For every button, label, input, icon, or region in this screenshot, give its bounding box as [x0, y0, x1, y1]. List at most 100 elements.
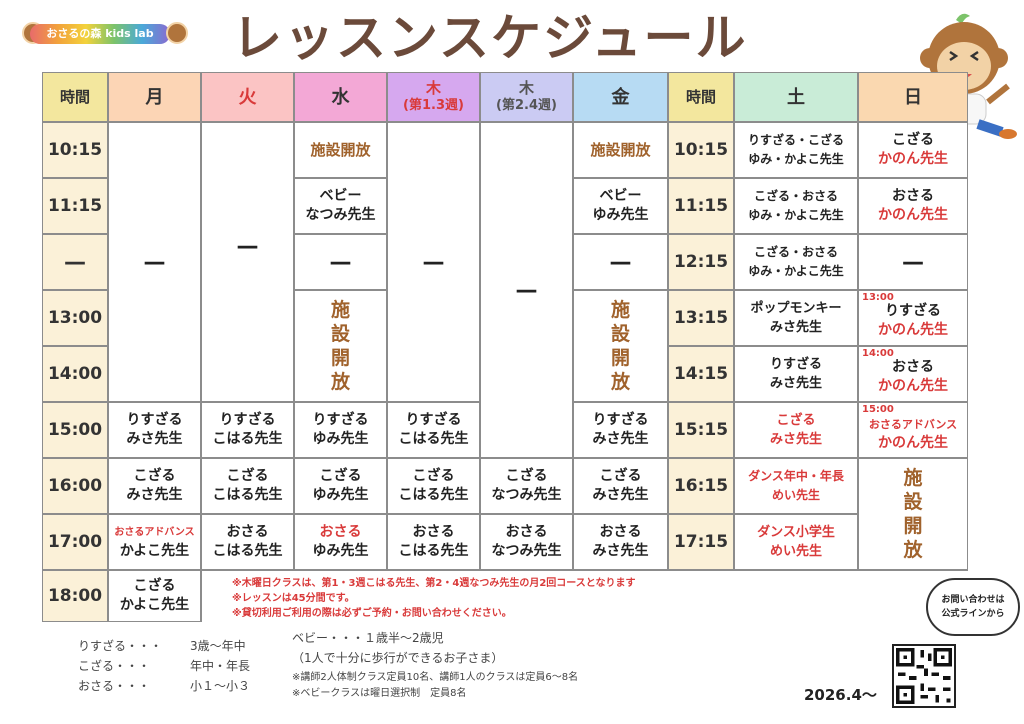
- header-saturday: 土: [734, 72, 858, 122]
- header-time-right: 時間: [668, 72, 734, 122]
- friday-1015-open: 施設開放: [573, 122, 668, 178]
- logo-text: おさるの森 kids lab: [30, 24, 170, 44]
- class-age-legend: りすざる・・・ 3歳〜年中 こざる・・・ 年中・年長 おさる・・・ 小１〜小３: [78, 636, 250, 696]
- saturday-1715-class: ダンス小学生 めい先生: [734, 514, 858, 570]
- schedule-grid: 時間 月 火 水 木 (第1.3週) 木 (第2.4週) 金 時間 土 日 10:1…: [42, 72, 968, 622]
- time-left-1400: 14:00: [42, 346, 108, 402]
- capacity-note: ※講師2人体制クラス定員10名、講師1人のクラスは定員6〜8名: [292, 672, 579, 683]
- note-line: ※レッスンは45分間です。: [232, 593, 355, 604]
- logo: おさるの森 kids lab: [22, 22, 188, 46]
- time-right-1415: 14:15: [668, 346, 734, 402]
- saturday-1015-class: りすざる・こざる ゆみ・かよこ先生: [734, 122, 858, 178]
- friday-1115-baby: ベビー ゆみ先生: [573, 178, 668, 234]
- sunday-1300-class: 13:00 りすざる かのん先生: [858, 290, 968, 346]
- time-left-1500: 15:00: [42, 402, 108, 458]
- monday-1700-class: おさるアドバンス かよこ先生: [108, 514, 201, 570]
- friday-1700-class: おさる みさ先生: [573, 514, 668, 570]
- tuesday-1500-class: りすざる こはる先生: [201, 402, 294, 458]
- time-left-1300: 13:00: [42, 290, 108, 346]
- capacity-note: ※ベビークラスは曜日選択制 定員8名: [292, 688, 467, 699]
- page-title: レッスンスケジュール: [232, 9, 748, 67]
- tuesday-1600-class: こざる こはる先生: [201, 458, 294, 514]
- friday-open-vertical: 施 設 開 放: [573, 290, 668, 402]
- sunday-1015-class: こざる かのん先生: [858, 122, 968, 178]
- header-thursday-2-4: 木 (第2.4週): [480, 72, 573, 122]
- time-right-1515: 15:15: [668, 402, 734, 458]
- time-left-1800: 18:00: [42, 570, 108, 622]
- contact-line-1: お問い合わせは: [941, 595, 1005, 605]
- wednesday-1500-class: りすざる ゆみ先生: [294, 402, 387, 458]
- time-right-1215: 12:15: [668, 234, 734, 290]
- legend-class-name: こざる・・・: [78, 659, 151, 673]
- contact-bubble: お問い合わせは 公式ラインから: [926, 578, 1020, 636]
- time-left-1115: 11:15: [42, 178, 108, 234]
- sunday-1400-class: 14:00 おさる かのん先生: [858, 346, 968, 402]
- header-friday: 金: [573, 72, 668, 122]
- header-tuesday: 火: [201, 72, 294, 122]
- monkey-face-icon: [166, 22, 188, 44]
- thursday-2-4-closed: —: [480, 122, 573, 458]
- sunday-1115-class: おさる かのん先生: [858, 178, 968, 234]
- wednesday-1600-class: こざる ゆみ先生: [294, 458, 387, 514]
- time-right-1315: 13:15: [668, 290, 734, 346]
- time-right-1115: 11:15: [668, 178, 734, 234]
- legend-class-age: 小１〜小３: [190, 679, 251, 693]
- thursday-1-3-1700-class: おさる こはる先生: [387, 514, 480, 570]
- saturday-1415-class: りすざる みさ先生: [734, 346, 858, 402]
- effective-date: 2026.4〜: [804, 686, 877, 704]
- legend-class-age: 3歳〜年中: [190, 639, 246, 653]
- saturday-1615-class: ダンス年中・年長 めい先生: [734, 458, 858, 514]
- saturday-1315-class: ポップモンキー みさ先生: [734, 290, 858, 346]
- contact-line-2: 公式ラインから: [941, 609, 1005, 619]
- friday-1600-class: こざる みさ先生: [573, 458, 668, 514]
- thursday-2-4-1700-class: おさる なつみ先生: [480, 514, 573, 570]
- legend-class-name: おさる・・・: [78, 679, 151, 693]
- wednesday-1015-open: 施設開放: [294, 122, 387, 178]
- wednesday-open-vertical: 施 設 開 放: [294, 290, 387, 402]
- notes-cell: [201, 570, 968, 622]
- monday-1800-class: こざる かよこ先生: [108, 570, 201, 622]
- friday-dash: —: [573, 234, 668, 290]
- thursday-1-3-1500-class: りすざる こはる先生: [387, 402, 480, 458]
- legend-class-age: 年中・年長: [190, 659, 251, 673]
- header-sunday: 日: [858, 72, 968, 122]
- notes: ※木曜日クラスは、第1・3週こはる先生、第2・4週なつみ先生の月2回コースとなり…: [232, 576, 636, 621]
- saturday-1215-class: こざる・おさる ゆみ・かよこ先生: [734, 234, 858, 290]
- thursday-2-4-1600-class: こざる なつみ先生: [480, 458, 573, 514]
- capacity-notes: ※講師2人体制クラス定員10名、講師1人のクラスは定員6〜8名 ※ベビークラスは…: [292, 670, 578, 702]
- note-line: ※木曜日クラスは、第1・3週こはる先生、第2・4週なつみ先生の月2回コースとなり…: [232, 578, 636, 589]
- time-left-1600: 16:00: [42, 458, 108, 514]
- saturday-1115-class: こざる・おさる ゆみ・かよこ先生: [734, 178, 858, 234]
- baby-line-1: ベビー・・・１歳半〜2歳児: [292, 631, 444, 645]
- tuesday-closed: —: [201, 122, 294, 402]
- tuesday-1700-class: おさる こはる先生: [201, 514, 294, 570]
- time-right-1615: 16:15: [668, 458, 734, 514]
- monday-closed: —: [108, 122, 201, 402]
- wednesday-dash: —: [294, 234, 387, 290]
- monday-1500-class: りすざる みさ先生: [108, 402, 201, 458]
- header-monday: 月: [108, 72, 201, 122]
- legend-class-name: りすざる・・・: [78, 639, 163, 653]
- header-thursday-1-3: 木 (第1.3週): [387, 72, 480, 122]
- wednesday-1700-class: おさる ゆみ先生: [294, 514, 387, 570]
- thursday-1-3-1600-class: こざる こはる先生: [387, 458, 480, 514]
- sunday-open-vertical: 施 設 開 放: [858, 458, 968, 570]
- thursday-1-3-closed: —: [387, 122, 480, 402]
- sunday-dash: —: [858, 234, 968, 290]
- time-left-dash: —: [42, 234, 108, 290]
- time-left-1700: 17:00: [42, 514, 108, 570]
- time-left-1015: 10:15: [42, 122, 108, 178]
- baby-class-legend: ベビー・・・１歳半〜2歳児 （1人で十分に歩行ができるお子さま）: [292, 628, 503, 668]
- time-right-1015: 10:15: [668, 122, 734, 178]
- friday-1500-class: りすざる みさ先生: [573, 402, 668, 458]
- header-time-left: 時間: [42, 72, 108, 122]
- saturday-1515-class: こざる みさ先生: [734, 402, 858, 458]
- note-line: ※貸切利用ご利用の際は必ずご予約・お問い合わせください。: [232, 608, 512, 619]
- time-right-1715: 17:15: [668, 514, 734, 570]
- qr-code-icon[interactable]: [892, 644, 956, 708]
- wednesday-1115-baby: ベビー なつみ先生: [294, 178, 387, 234]
- header-wednesday: 水: [294, 72, 387, 122]
- sunday-1500-class: 15:00 おさるアドバンス かのん先生: [858, 402, 968, 458]
- baby-line-2: （1人で十分に歩行ができるお子さま）: [292, 651, 504, 665]
- monday-1600-class: こざる みさ先生: [108, 458, 201, 514]
